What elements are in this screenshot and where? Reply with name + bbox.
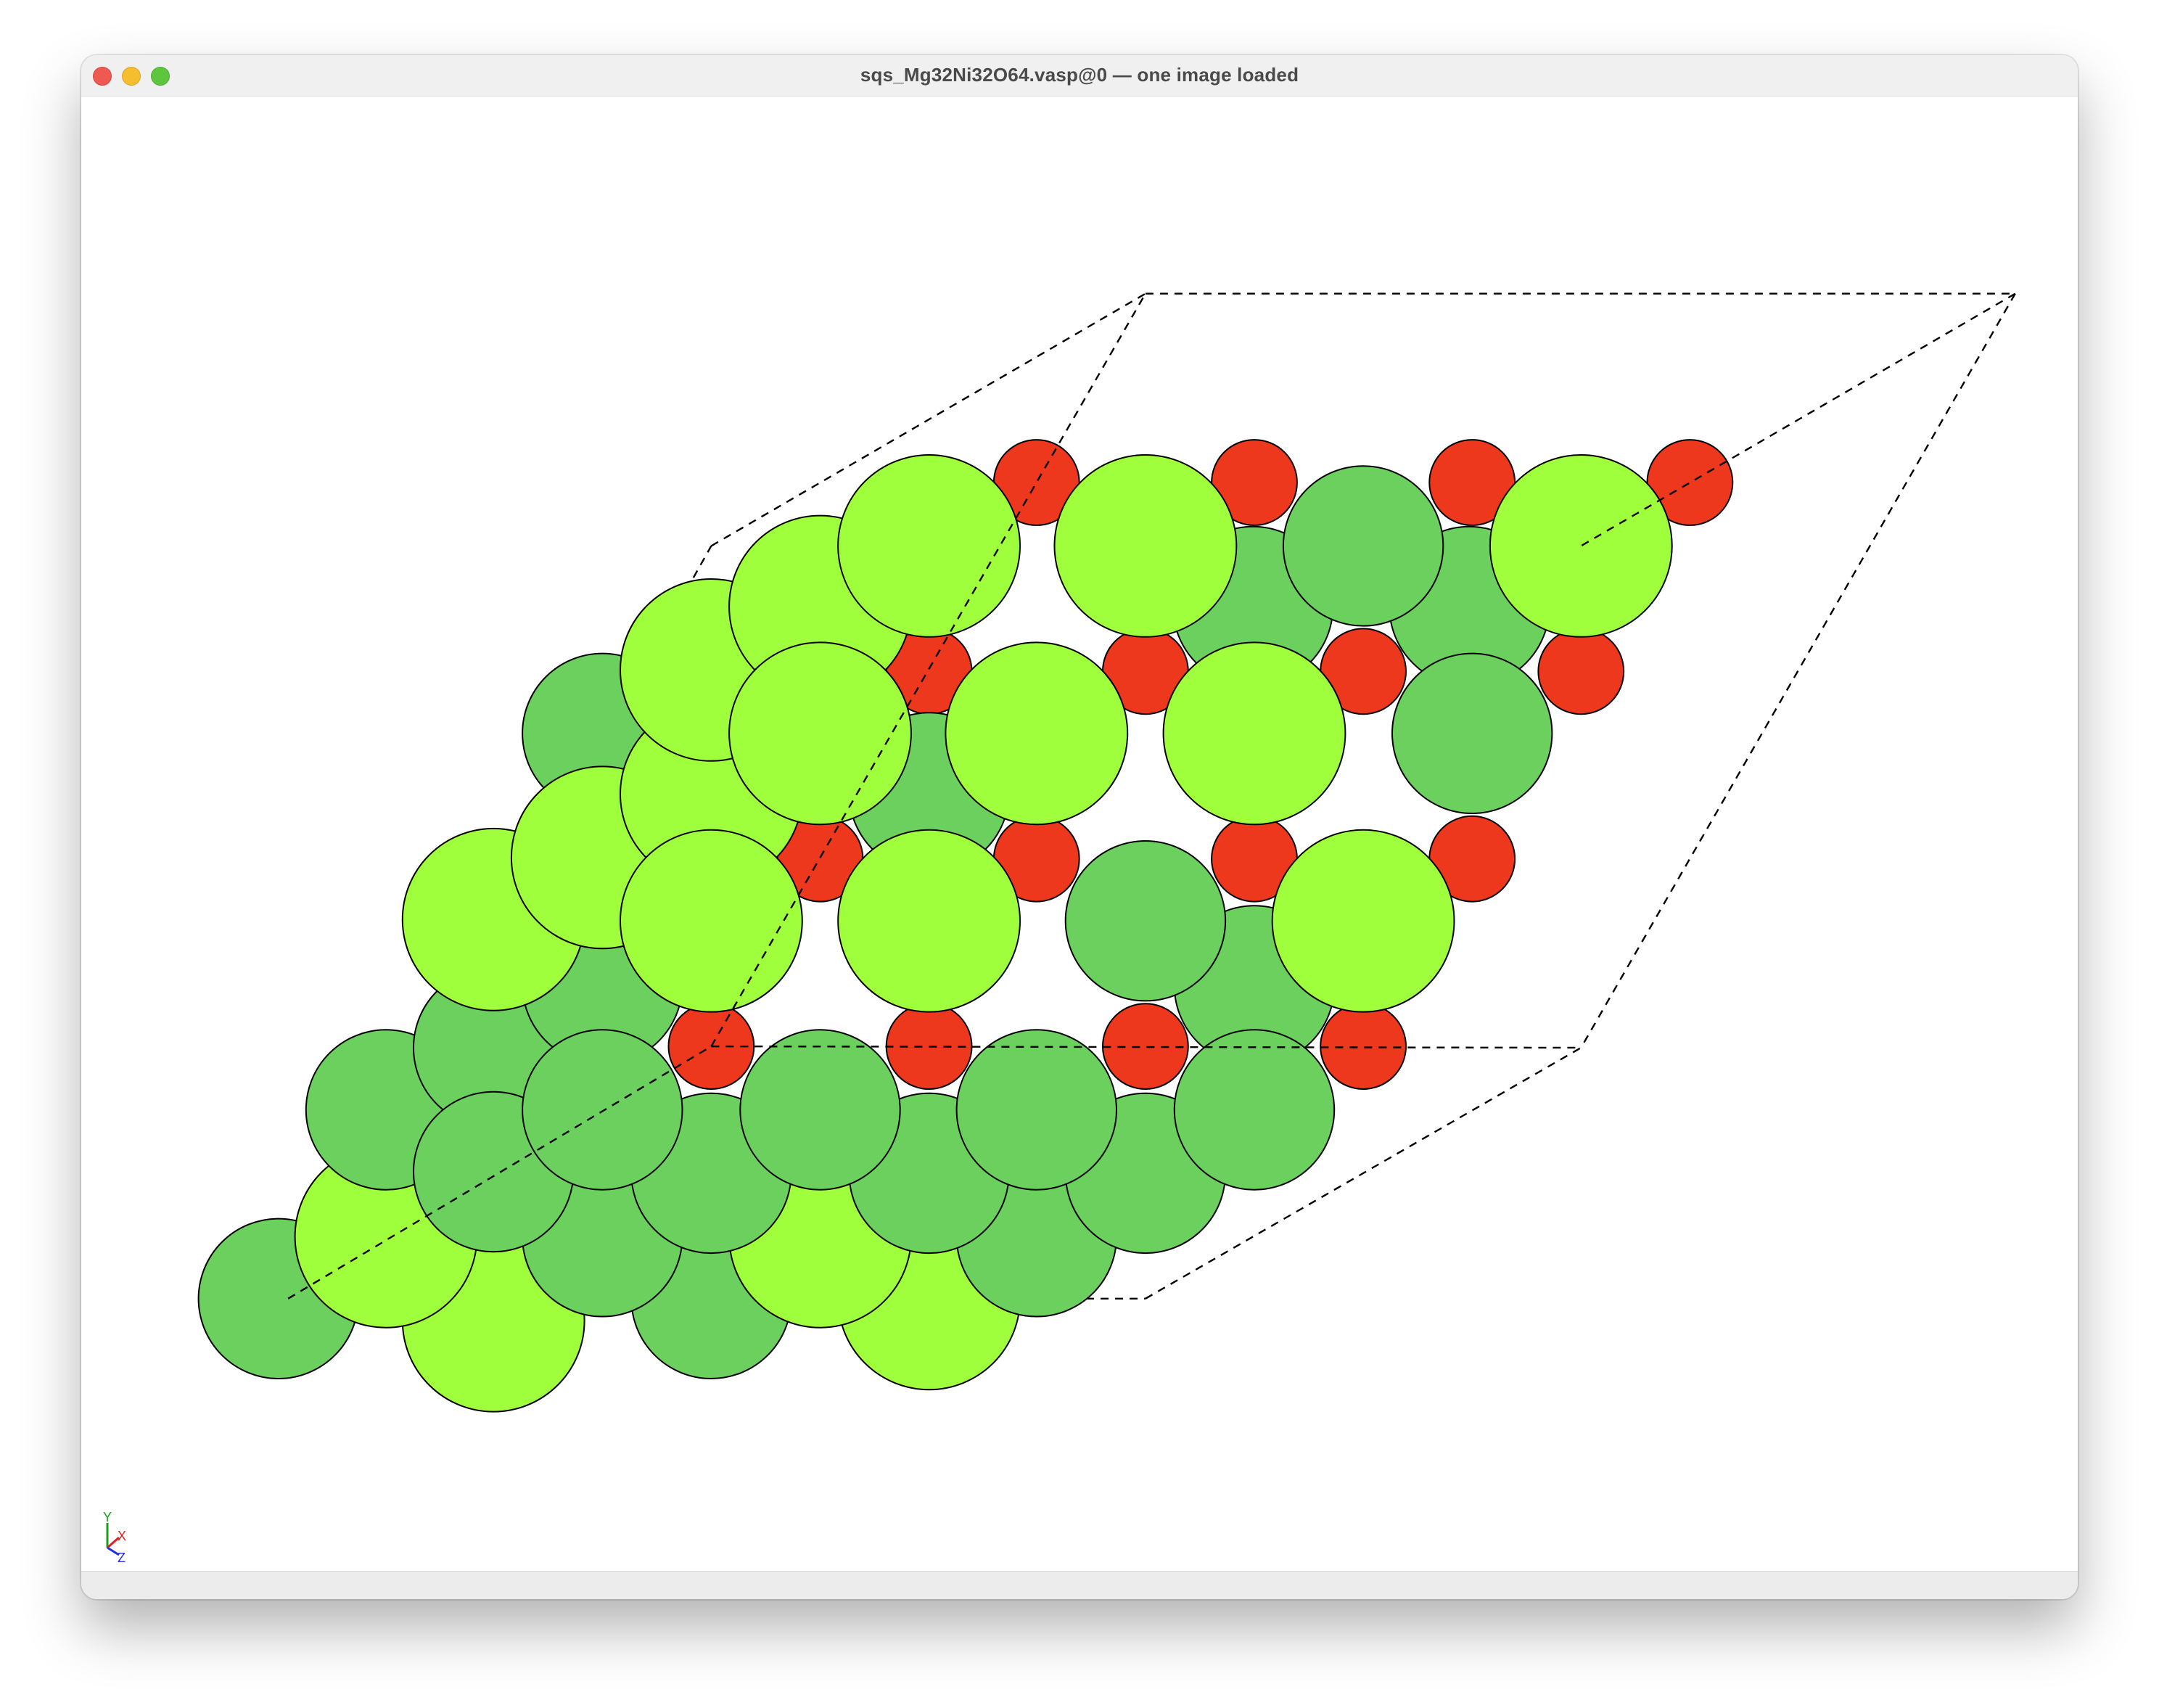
metal-atom[interactable]	[728, 641, 912, 826]
metal-atom[interactable]	[1053, 454, 1238, 638]
metal-atom[interactable]	[739, 1029, 901, 1191]
title-bar[interactable]: sqs_Mg32Ni32O64.vasp@0 — one image loade…	[81, 55, 2078, 97]
axes-triad-icon: Y X Z	[103, 1510, 126, 1565]
metal-atom[interactable]	[522, 1029, 683, 1191]
axis-y-label: Y	[103, 1510, 112, 1524]
minimize-icon[interactable]	[122, 67, 141, 86]
zoom-icon[interactable]	[151, 67, 170, 86]
metal-atom[interactable]	[1282, 465, 1444, 627]
metal-atom[interactable]	[1271, 829, 1455, 1013]
metal-atom[interactable]	[955, 1029, 1118, 1191]
metal-atom[interactable]	[1489, 454, 1673, 638]
cell-edge	[1145, 1046, 1582, 1300]
axis-z-line	[107, 1546, 120, 1556]
atom-scene[interactable]: Y X Z	[81, 97, 2078, 1572]
metal-atom[interactable]	[620, 829, 803, 1013]
metal-atom[interactable]	[1391, 652, 1553, 814]
unit-cell-front-edges	[287, 292, 2016, 1300]
status-bar	[81, 1571, 2078, 1599]
atoms-layer[interactable]	[197, 439, 1734, 1413]
oxygen-atom[interactable]	[1320, 1003, 1407, 1090]
axis-z-label: Z	[118, 1551, 126, 1565]
cell-edge	[710, 292, 1146, 547]
cell-edge	[287, 1046, 712, 1300]
oxygen-atom[interactable]	[1102, 1003, 1189, 1090]
window-title: sqs_Mg32Ni32O64.vasp@0 — one image loade…	[860, 64, 1299, 86]
cell-edge	[1580, 292, 2016, 547]
metal-atom[interactable]	[837, 829, 1021, 1013]
oxygen-atom[interactable]	[1537, 628, 1625, 715]
close-icon[interactable]	[93, 67, 112, 86]
structure-viewport[interactable]: Y X Z	[81, 97, 2078, 1572]
cell-edge	[1580, 293, 2016, 1048]
axis-x-label: X	[118, 1529, 126, 1543]
axis-x-line	[107, 1536, 120, 1549]
app-window: sqs_Mg32Ni32O64.vasp@0 — one image loade…	[81, 55, 2078, 1599]
metal-atom[interactable]	[837, 454, 1021, 638]
metal-atom[interactable]	[1064, 840, 1227, 1002]
metal-atom[interactable]	[1162, 641, 1346, 826]
metal-atom[interactable]	[945, 641, 1129, 826]
metal-atom[interactable]	[1173, 1029, 1336, 1191]
